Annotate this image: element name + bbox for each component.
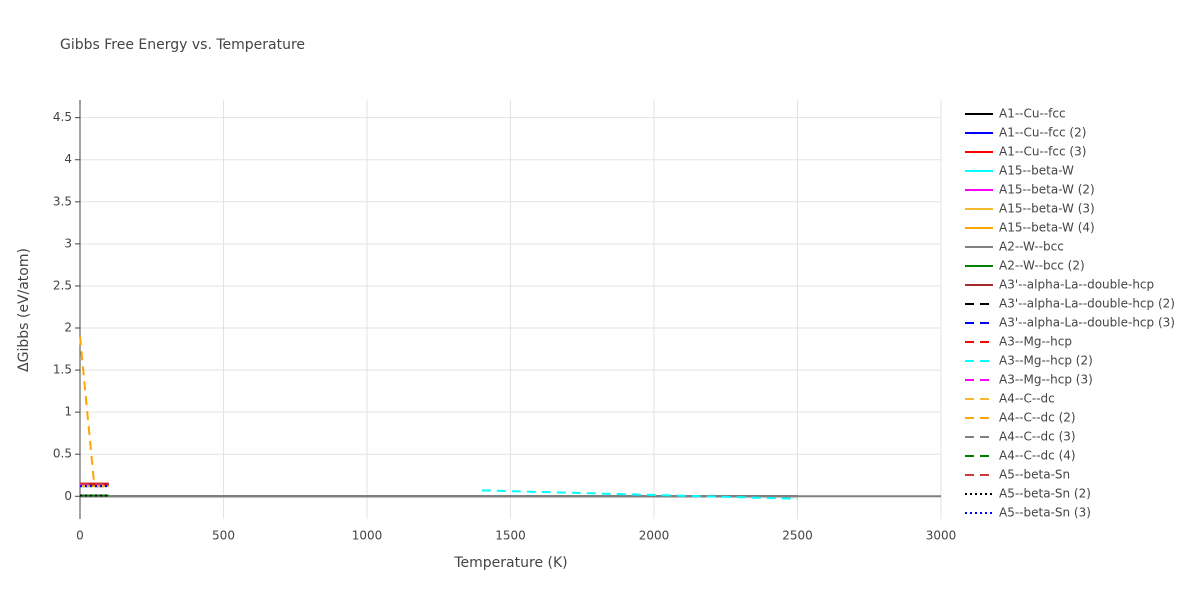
legend-label[interactable]: A3--Mg--hcp (999, 335, 1072, 349)
legend-label[interactable]: A4--C--dc (2) (999, 411, 1076, 425)
legend-label[interactable]: A4--C--dc (4) (999, 449, 1076, 463)
chart-title: Gibbs Free Energy vs. Temperature (60, 37, 305, 53)
legend-label[interactable]: A5--beta-Sn (3) (999, 506, 1091, 520)
y-tick-label: 4.5 (53, 110, 72, 124)
x-tick-label: 1000 (352, 529, 383, 543)
x-tick-label: 2000 (639, 529, 670, 543)
y-tick-label: 3.5 (53, 194, 72, 208)
legend-label[interactable]: A2--W--bcc (999, 240, 1064, 254)
x-tick-label: 1500 (495, 529, 526, 543)
y-tick-label: 3 (64, 236, 72, 250)
y-tick-label: 1 (64, 405, 72, 419)
legend-label[interactable]: A15--beta-W (999, 164, 1074, 178)
y-tick-label: 2 (64, 321, 72, 335)
legend-label[interactable]: A5--beta-Sn (999, 468, 1070, 482)
legend-label[interactable]: A4--C--dc (3) (999, 430, 1076, 444)
legend-label[interactable]: A15--beta-W (2) (999, 183, 1095, 197)
legend-label[interactable]: A3'--alpha-La--double-hcp (3) (999, 316, 1175, 330)
x-tick-label: 3000 (926, 529, 957, 543)
legend-label[interactable]: A5--beta-Sn (2) (999, 487, 1091, 501)
series-line (481, 489, 798, 500)
x-tick-label: 0 (76, 529, 84, 543)
legend-label[interactable]: A3'--alpha-La--double-hcp (2) (999, 297, 1175, 311)
x-tick-label: 2500 (782, 529, 813, 543)
x-axis-title: Temperature (K) (453, 555, 567, 571)
legend-label[interactable]: A1--Cu--fcc (2) (999, 126, 1086, 140)
legend-label[interactable]: A15--beta-W (3) (999, 202, 1095, 216)
x-tick-label: 500 (212, 529, 235, 543)
legend-label[interactable]: A15--beta-W (4) (999, 221, 1095, 235)
y-axis-title: ΔGibbs (eV/atom) (16, 248, 32, 372)
legend-label[interactable]: A4--C--dc (999, 392, 1055, 406)
y-tick-label: 1.5 (53, 363, 72, 377)
legend-label[interactable]: A3'--alpha-La--double-hcp (999, 278, 1154, 292)
legend-label[interactable]: A3--Mg--hcp (2) (999, 354, 1093, 368)
legend-label[interactable]: A3--Mg--hcp (3) (999, 373, 1093, 387)
y-tick-label: 2.5 (53, 278, 72, 292)
y-tick-label: 0 (64, 489, 72, 503)
legend-label[interactable]: A1--Cu--fcc (3) (999, 145, 1086, 159)
series-line (79, 336, 109, 488)
legend-label[interactable]: A2--W--bcc (2) (999, 259, 1085, 273)
y-tick-label: 4 (64, 152, 72, 166)
y-tick-label: 0.5 (53, 447, 72, 461)
legend-label[interactable]: A1--Cu--fcc (999, 107, 1066, 121)
